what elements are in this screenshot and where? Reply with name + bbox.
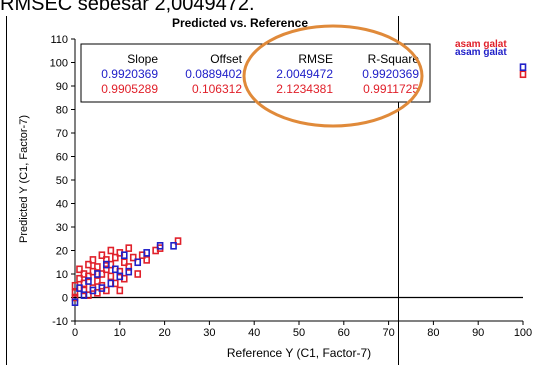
data-point <box>71 298 79 307</box>
data-point <box>94 263 101 271</box>
x-tick-label: 70 <box>382 327 394 339</box>
x-tick-label: 10 <box>114 327 126 339</box>
x-tick-label: 20 <box>158 327 170 339</box>
caption-text: RMSEC sebesar 2,0049472. <box>0 0 255 15</box>
data-point <box>76 265 83 274</box>
data-point <box>76 274 83 283</box>
axes: 0 10 20 30 40 50 60 70 80 90 100 -10 0 10 20 30 40 50 60 70… <box>50 34 533 339</box>
x-tick-label: 60 <box>338 327 350 339</box>
data-point <box>94 270 101 278</box>
stats-cell: 2.1234381 <box>276 82 333 96</box>
y-tick-label: 100 <box>50 58 68 70</box>
stats-header: Offset <box>210 52 242 66</box>
x-tick-label: 50 <box>293 327 305 339</box>
data-point <box>143 249 150 257</box>
x-tick-label: 0 <box>72 327 78 339</box>
x-tick-label: 90 <box>472 327 484 339</box>
y-tick-label: 70 <box>56 128 68 140</box>
legend-entry: asam galat <box>455 39 507 50</box>
x-tick-label: 80 <box>427 327 439 339</box>
data-point <box>103 256 110 264</box>
y-tick-label: 10 <box>56 269 68 281</box>
stats-header: R-Square <box>368 52 420 66</box>
data-point <box>116 272 124 281</box>
stats-cell: 0.0889402 <box>185 67 242 81</box>
data-point <box>103 260 110 269</box>
data-point <box>71 293 79 302</box>
data-point <box>85 260 92 269</box>
y-tick-label: 80 <box>56 105 68 117</box>
chart-frame <box>6 16 399 365</box>
data-point <box>129 253 137 262</box>
y-tick-label: 30 <box>56 222 68 234</box>
data-point <box>519 70 527 79</box>
data-point <box>125 263 133 271</box>
data-point <box>134 258 142 267</box>
stats-header: RMSE <box>298 52 333 66</box>
chart-title: Predicted vs. Reference <box>172 16 308 30</box>
data-point <box>125 244 133 252</box>
data-point <box>85 277 92 285</box>
stats-cell: 0.106312 <box>192 82 242 96</box>
y-axis-label: Predicted Y (C1, Factor-7) <box>18 115 30 243</box>
y-tick-label: 20 <box>56 246 68 258</box>
data-point <box>98 284 106 292</box>
data-point <box>134 270 142 278</box>
stats-cell: 0.9905289 <box>101 82 158 96</box>
highlight-ellipse <box>242 24 424 128</box>
x-tick-label: 40 <box>248 327 260 339</box>
legend-entry: asam galat <box>455 47 507 58</box>
stats-cell: 0.9920369 <box>101 67 158 81</box>
stats-cell: 0.9911725 <box>363 82 419 96</box>
data-point <box>94 277 101 285</box>
x-axis-label: Reference Y (C1, Factor-7) <box>227 346 371 360</box>
data-point <box>98 251 106 259</box>
data-point <box>89 256 97 264</box>
data-point <box>174 237 182 245</box>
y-tick-label: 90 <box>56 81 68 93</box>
x-tick-label: 30 <box>203 327 215 339</box>
data-point <box>120 251 128 259</box>
data-point <box>519 63 527 71</box>
data-point <box>107 272 115 281</box>
stats-cell: 0.9920369 <box>362 67 419 81</box>
data-point <box>80 291 88 299</box>
y-tick-label: 40 <box>56 199 68 211</box>
data-point <box>112 265 119 274</box>
data-point <box>85 272 92 281</box>
data-point <box>120 258 128 267</box>
y-tick-label: -10 <box>52 316 68 328</box>
y-tick-label: 60 <box>56 152 68 164</box>
data-point <box>156 242 164 250</box>
y-tick-label: 50 <box>56 175 68 187</box>
data-point <box>103 265 110 274</box>
stats-header: Slope <box>127 52 158 66</box>
stats-box <box>80 43 431 103</box>
data-point <box>125 267 133 276</box>
data-point <box>112 253 119 262</box>
data-point <box>116 286 124 295</box>
data-point <box>107 246 115 255</box>
data-point <box>170 242 177 250</box>
data-point <box>143 256 150 264</box>
y-tick-label: 0 <box>62 293 68 305</box>
data-point <box>71 288 79 297</box>
stats-cell: 2.0049472 <box>276 67 333 81</box>
y-tick-label: 110 <box>50 34 68 46</box>
data-point <box>76 284 83 292</box>
data-points <box>71 63 527 307</box>
data-point <box>107 279 115 288</box>
x-tick-label: 100 <box>514 327 532 339</box>
data-point <box>89 286 97 295</box>
